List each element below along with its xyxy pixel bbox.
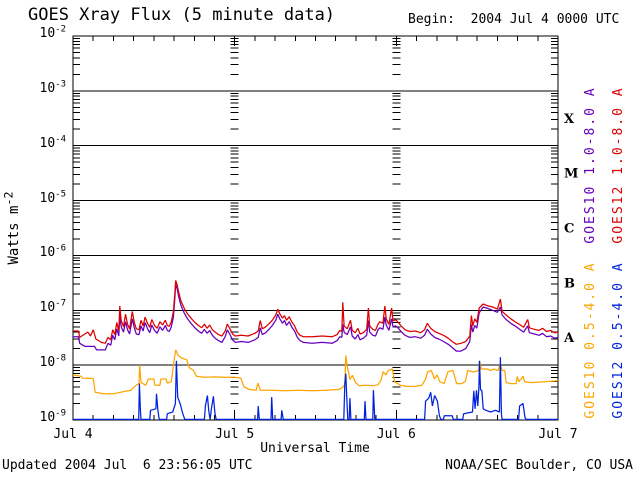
y-tick-label: 10-7 [39,298,67,316]
flare-class-letter-A: A [563,331,575,346]
series-line-goes10-short [72,349,559,395]
updated-timestamp: Updated 2004 Jul 6 23:56:05 UTC [2,458,253,473]
plot-frame [72,35,559,421]
x-tick-label: Jul 5 [215,427,254,442]
series-line-goes10-long [73,283,559,352]
y-tick-label: 10-4 [39,134,67,151]
x-tick-label: Jul 4 [53,427,92,442]
legend-label-goes10-long: GOES10 1.0-8.0 A [583,86,598,243]
legend-label-goes10-short: GOES10 0.5-4.0 A [583,261,598,418]
flare-class-letter-M: M [564,167,578,182]
series-line-goes12-long [73,280,559,345]
flare-class-letter-C: C [564,222,574,237]
x-tick-label: Jul 7 [538,427,577,442]
legend-label-goes12-long: GOES12 1.0-8.0 A [611,86,626,243]
x-tick-label: Jul 6 [377,427,416,442]
y-tick-label: 10-8 [39,353,67,371]
source-attribution: NOAA/SEC Boulder, CO USA [445,458,633,473]
y-axis-label-exponent: -2 [1,191,16,206]
flare-class-letter-X: X [564,112,575,127]
begin-time-label: Begin: 2004 Jul 4 0000 UTC [408,12,620,27]
legend-label-goes12-short: GOES12 0.5-4.0 A [611,261,626,418]
page-title: GOES Xray Flux (5 minute data) [28,5,336,25]
y-axis-label-base: Watts m [6,205,22,265]
flare-class-letter-B: B [564,276,575,291]
y-tick-label: 10-2 [39,24,67,41]
y-tick-label: 10-6 [39,244,67,261]
series-line-goes12-short [73,357,558,421]
y-tick-label: 10-9 [39,408,67,425]
y-tick-label: 10-3 [39,79,67,96]
x-axis-label: Universal Time [260,441,370,456]
y-axis-label: Watts m-2 [1,168,22,288]
y-tick-label: 10-5 [39,189,67,206]
